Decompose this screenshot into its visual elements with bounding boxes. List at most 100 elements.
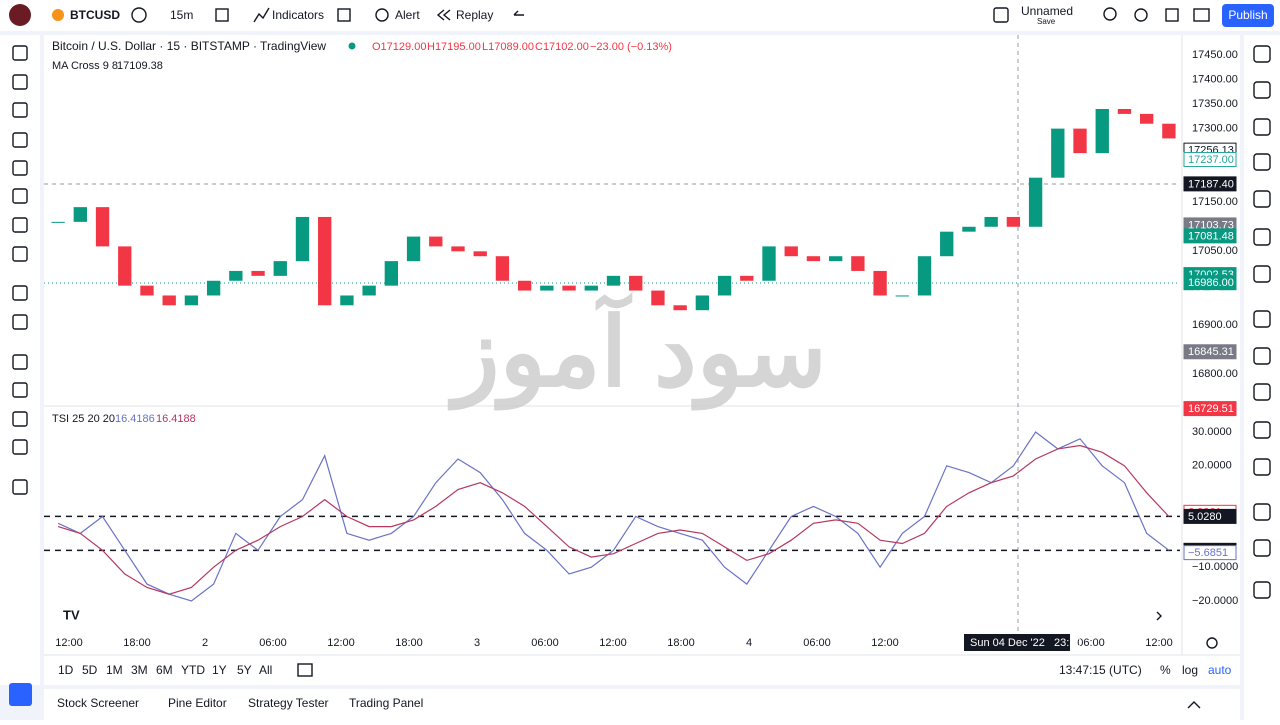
side-icon[interactable] xyxy=(1253,581,1271,599)
time-tick-label: 18:00 xyxy=(395,637,423,649)
candle xyxy=(273,261,287,276)
range-button[interactable]: 5Y xyxy=(237,663,252,677)
replay-button[interactable]: Replay xyxy=(456,8,493,22)
clock: 13:47:15 (UTC) xyxy=(1059,663,1142,677)
tool-icon[interactable] xyxy=(12,411,28,427)
side-icon[interactable] xyxy=(1253,421,1271,439)
ma-label: MA Cross 9 8 xyxy=(52,60,118,72)
range-button[interactable]: YTD xyxy=(181,663,205,677)
candle xyxy=(940,231,954,257)
scroll-right[interactable] xyxy=(1156,611,1162,621)
candle xyxy=(540,285,554,291)
range-button[interactable]: 6M xyxy=(156,663,173,677)
bottom-tab[interactable]: Stock Screener xyxy=(57,696,139,710)
tool-icon[interactable] xyxy=(12,132,28,148)
candle xyxy=(917,256,932,296)
price-badge xyxy=(1183,228,1237,244)
candle xyxy=(962,226,976,232)
tool-icon[interactable] xyxy=(12,102,28,118)
alert-button[interactable]: Alert xyxy=(395,8,420,22)
side-icon[interactable] xyxy=(1253,153,1271,171)
side-icon[interactable] xyxy=(1253,503,1271,521)
chart-panel xyxy=(44,35,1240,685)
tool-icon[interactable] xyxy=(12,479,28,495)
range-button[interactable]: 1D xyxy=(58,663,74,677)
candle xyxy=(162,295,176,306)
tool-icon[interactable] xyxy=(12,354,28,370)
tool-icon[interactable] xyxy=(12,160,28,176)
candle xyxy=(1095,108,1109,154)
candle xyxy=(651,290,665,306)
side-icon[interactable] xyxy=(1253,310,1271,328)
axis-settings[interactable] xyxy=(1206,637,1218,649)
side-icon[interactable] xyxy=(1253,539,1271,557)
candle xyxy=(1140,113,1154,124)
avatar[interactable] xyxy=(9,4,31,26)
price-tick-label: 17050.00 xyxy=(1192,245,1238,257)
price-badge-label: 16729.51 xyxy=(1188,403,1234,415)
log-toggle[interactable]: log xyxy=(1182,663,1198,677)
add-symbol[interactable] xyxy=(131,7,147,23)
layout-name[interactable]: Unnamed xyxy=(1021,4,1073,18)
tool-icon[interactable] xyxy=(12,439,28,455)
side-icon[interactable] xyxy=(1253,347,1271,365)
snapshot[interactable] xyxy=(1193,8,1210,22)
tool-icon[interactable] xyxy=(12,246,28,262)
percent-toggle[interactable]: % xyxy=(1160,663,1171,677)
left-toolbar xyxy=(0,35,40,685)
tool-icon[interactable] xyxy=(12,74,28,90)
range-button[interactable]: 5D xyxy=(82,663,98,677)
side-icon[interactable] xyxy=(1253,458,1271,476)
publish-button[interactable] xyxy=(1222,4,1274,27)
side-icon[interactable] xyxy=(1253,81,1271,99)
symbol[interactable]: BTCUSD xyxy=(70,8,120,22)
side-icon[interactable] xyxy=(1253,228,1271,246)
bottom-tab[interactable]: Pine Editor xyxy=(168,696,227,710)
range-button[interactable]: All xyxy=(259,663,272,677)
interval[interactable]: 15m xyxy=(170,8,193,22)
candle xyxy=(1006,216,1021,227)
side-icon[interactable] xyxy=(1253,118,1271,136)
fullscreen[interactable] xyxy=(1165,8,1179,22)
bottom-tab[interactable]: Trading Panel xyxy=(349,696,423,710)
search[interactable] xyxy=(1103,7,1117,21)
tsi-tick-label: −20.0000 xyxy=(1192,595,1238,607)
indicators-button[interactable]: Indicators xyxy=(272,8,324,22)
chart-type[interactable] xyxy=(215,8,229,22)
tool-icon[interactable] xyxy=(12,314,28,330)
candle xyxy=(118,246,132,286)
candle xyxy=(629,275,643,291)
range-button[interactable]: 1M xyxy=(106,663,123,677)
collapse[interactable] xyxy=(1187,701,1201,709)
templates[interactable] xyxy=(337,8,351,22)
side-icon[interactable] xyxy=(1253,265,1271,283)
range-button[interactable]: 1Y xyxy=(212,663,227,677)
bottom-tab[interactable]: Strategy Tester xyxy=(248,696,328,710)
tsi-value-2: 16.4188 xyxy=(156,413,196,425)
tool-icon[interactable] xyxy=(12,188,28,204)
range-button[interactable]: 3M xyxy=(131,663,148,677)
tool-icon[interactable] xyxy=(12,45,28,61)
layout-checkbox[interactable] xyxy=(993,7,1009,23)
tool-icon[interactable] xyxy=(12,382,28,398)
candle xyxy=(562,285,576,291)
watermark: سود آموز xyxy=(447,291,827,410)
auto-toggle[interactable]: auto xyxy=(1208,663,1232,677)
tool-icon[interactable] xyxy=(12,217,28,233)
side-icon[interactable] xyxy=(1253,45,1271,63)
watchlist-toggle[interactable] xyxy=(9,683,32,706)
price-badge-label: 17237.00 xyxy=(1188,154,1234,166)
side-icon[interactable] xyxy=(1253,190,1271,208)
settings[interactable] xyxy=(1134,8,1148,22)
candle xyxy=(851,256,865,271)
tool-icon[interactable] xyxy=(12,285,28,301)
candle xyxy=(73,207,87,222)
date-range[interactable] xyxy=(297,663,313,677)
side-icon[interactable] xyxy=(1253,383,1271,401)
candle xyxy=(984,216,998,227)
time-tick-label: 2 xyxy=(202,637,208,649)
save[interactable]: Save xyxy=(1037,17,1056,26)
undo[interactable] xyxy=(513,10,524,16)
candle xyxy=(806,256,821,262)
